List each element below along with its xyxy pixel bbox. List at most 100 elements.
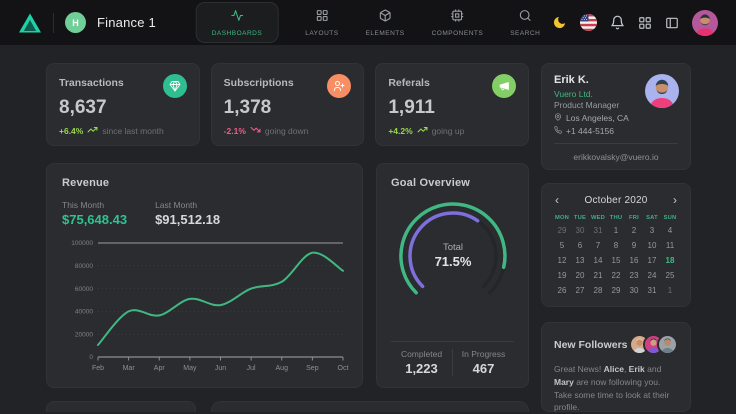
calendar-next-icon[interactable]: › <box>673 193 677 207</box>
svg-text:Jul: Jul <box>247 365 256 372</box>
calendar-day[interactable]: 2 <box>631 226 637 235</box>
avatar-mary[interactable] <box>657 334 678 355</box>
trend-up-icon <box>417 127 428 135</box>
calendar-day[interactable]: 30 <box>575 226 585 235</box>
calendar-weekday: FRI <box>629 215 639 221</box>
calendar-day[interactable]: 11 <box>665 241 675 250</box>
calendar-day[interactable]: 30 <box>629 286 639 295</box>
svg-text:Apr: Apr <box>154 365 166 372</box>
calendar-day[interactable]: 15 <box>611 256 621 265</box>
tab-elements[interactable]: ELEMENTS <box>366 9 405 37</box>
workspace-avatar[interactable]: H <box>65 12 86 33</box>
profile-company[interactable]: Vuero Ltd. <box>554 89 593 99</box>
tab-layouts[interactable]: LAYOUTS <box>305 9 338 37</box>
stat-delta: +6.4% <box>59 126 84 136</box>
calendar-day[interactable]: 28 <box>593 286 603 295</box>
calendar-weekday: WED <box>590 215 606 221</box>
page-content: Transactions 8,637 +6.4% since last mont… <box>0 45 736 412</box>
main-column: Transactions 8,637 +6.4% since last mont… <box>46 63 530 412</box>
revenue-line-chart: 0 20000 40000 60000 80000 100000 Feb Mar Apr May J… <box>71 240 349 372</box>
stat-delta: +4.2% <box>388 126 413 136</box>
layout-grid-icon <box>315 9 328 27</box>
profile-location: Los Angeles, CA <box>566 113 629 123</box>
revenue-title: Revenue <box>62 177 110 189</box>
megaphone-icon <box>492 74 517 98</box>
this-month-value: $75,648.43 <box>62 212 128 227</box>
trend-up-icon <box>87 127 98 135</box>
calendar-day[interactable]: 10 <box>647 241 657 250</box>
this-month-stat: This Month $75,648.43 <box>62 200 128 227</box>
box-icon <box>379 9 392 27</box>
calendar-day[interactable]: 18 <box>665 256 675 265</box>
svg-text:May: May <box>183 365 197 372</box>
last-month-value: $91,512.18 <box>155 212 221 227</box>
bell-icon[interactable] <box>610 15 625 30</box>
svg-text:Feb: Feb <box>92 365 104 372</box>
calendar-day[interactable]: 17 <box>647 256 657 265</box>
calendar-day[interactable]: 1 <box>613 226 619 235</box>
calendar-day[interactable]: 31 <box>593 226 603 235</box>
card-partial <box>46 401 196 412</box>
svg-text:60000: 60000 <box>75 286 93 293</box>
cpu-icon <box>451 9 464 27</box>
calendar-day[interactable]: 21 <box>593 271 603 280</box>
calendar-weekday: THU <box>609 215 623 221</box>
panel-left-icon[interactable] <box>665 16 679 30</box>
calendar-day[interactable]: 1 <box>667 286 673 295</box>
calendar-day[interactable]: 3 <box>649 226 655 235</box>
tab-dashboards[interactable]: DASHBOARDS <box>195 2 279 43</box>
nav-tabs: DASHBOARDS LAYOUTS ELEMENTS COMPONENTS S… <box>195 0 541 45</box>
followers-message: Great News! Alice, Erik and Mary are now… <box>554 364 670 413</box>
search-icon <box>519 9 532 27</box>
stat-value: 1,378 <box>223 97 272 118</box>
calendar-day[interactable]: 16 <box>629 256 639 265</box>
calendar-day[interactable]: 31 <box>647 286 657 295</box>
profile-email[interactable]: erikkovalsky@vuero.io <box>573 152 659 162</box>
svg-text:40000: 40000 <box>75 309 93 316</box>
follower-avatars <box>629 334 678 355</box>
navbar: H Finance 1 DASHBOARDS LAYOUTS ELEMENTS … <box>0 0 736 45</box>
new-followers-card: New Followers Great News! Alice, Erik an… <box>541 322 691 412</box>
stat-delta: -2.1% <box>223 126 246 136</box>
calendar-day[interactable]: 20 <box>575 271 585 280</box>
calendar-prev-icon[interactable]: ‹ <box>555 193 559 207</box>
stat-label: Subscriptions <box>223 77 294 89</box>
calendar-day[interactable]: 29 <box>611 286 621 295</box>
svg-text:Sep: Sep <box>306 365 319 372</box>
vuero-logo-icon[interactable] <box>18 11 42 35</box>
svg-text:Oct: Oct <box>338 365 349 372</box>
calendar-day[interactable]: 19 <box>557 271 567 280</box>
tab-search[interactable]: SEARCH <box>510 9 540 37</box>
calendar-day[interactable]: 23 <box>629 271 639 280</box>
svg-text:71.5%: 71.5% <box>434 254 471 269</box>
stat-label: Referals <box>388 77 430 89</box>
calendar-day[interactable]: 13 <box>575 256 585 265</box>
card-partial <box>211 401 529 412</box>
svg-text:0: 0 <box>89 354 93 361</box>
calendar-day[interactable]: 14 <box>593 256 603 265</box>
calendar-day[interactable]: 5 <box>559 241 565 250</box>
calendar-day[interactable]: 9 <box>631 241 637 250</box>
apps-grid-icon[interactable] <box>638 16 652 30</box>
calendar-day[interactable]: 26 <box>557 286 567 295</box>
svg-text:20000: 20000 <box>75 331 93 338</box>
divider <box>53 12 54 33</box>
calendar-day[interactable]: 25 <box>665 271 675 280</box>
calendar-day[interactable]: 22 <box>611 271 621 280</box>
calendar-day[interactable]: 12 <box>557 256 567 265</box>
tab-components[interactable]: COMPONENTS <box>432 9 484 37</box>
calendar-day[interactable]: 29 <box>557 226 567 235</box>
user-avatar[interactable] <box>692 9 718 36</box>
svg-text:Jun: Jun <box>215 365 226 372</box>
calendar-weekday: MON <box>554 215 570 221</box>
brand-group: H Finance 1 <box>18 11 156 35</box>
calendar-day[interactable]: 4 <box>667 226 673 235</box>
calendar-day[interactable]: 7 <box>595 241 601 250</box>
calendar-day[interactable]: 24 <box>647 271 657 280</box>
calendar-day[interactable]: 27 <box>575 286 585 295</box>
goal-overview-card: Goal Overview Total 71.5% Completed 1,22 <box>376 163 529 388</box>
calendar-day[interactable]: 8 <box>613 241 619 250</box>
moon-icon[interactable] <box>552 15 567 30</box>
us-flag-icon[interactable] <box>580 14 597 31</box>
calendar-day[interactable]: 6 <box>577 241 583 250</box>
